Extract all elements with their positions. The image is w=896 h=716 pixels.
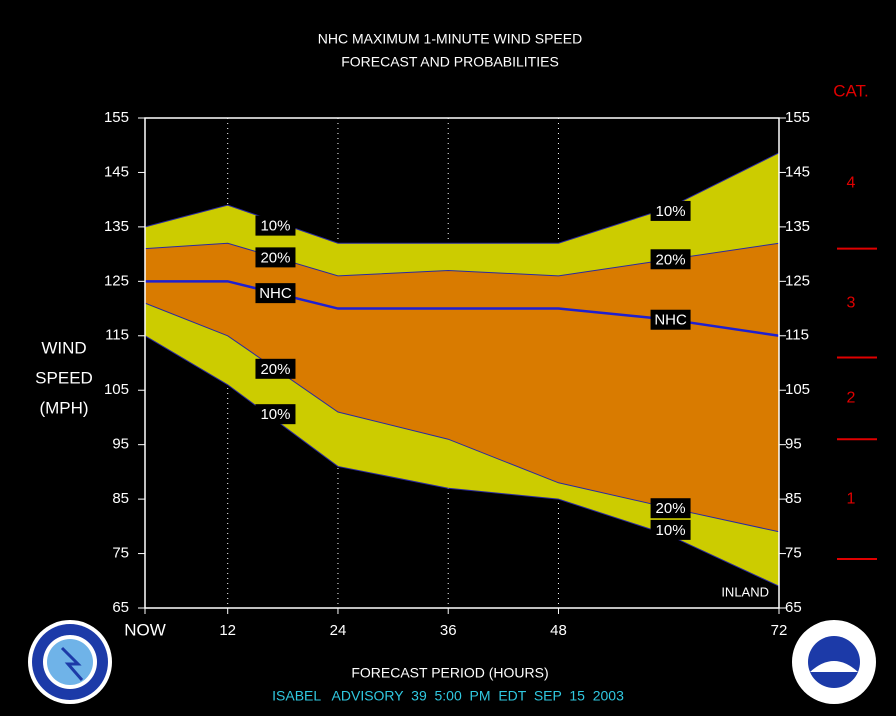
chart-title: NHC MAXIMUM 1-MINUTE WIND SPEED: [318, 31, 582, 47]
y-tick-label: 125: [104, 272, 129, 289]
series-label: NHC: [650, 309, 691, 330]
y-axis-label: SPEED: [35, 368, 93, 387]
x-tick-label: 12: [219, 622, 236, 639]
x-tick-label: 72: [771, 622, 788, 639]
y2-tick-label: 125: [785, 272, 810, 289]
series-label: 10%: [255, 215, 296, 236]
series-label-text: 20%: [656, 500, 686, 517]
series-label-text: 10%: [656, 203, 686, 220]
series-label-text: 20%: [260, 249, 290, 266]
y2-tick-label: 115: [785, 327, 809, 344]
label-box: [650, 309, 691, 330]
series-label-text: 10%: [260, 218, 290, 235]
series-label: 20%: [255, 247, 296, 268]
noaa-logo: [792, 620, 876, 704]
y-tick-label: 145: [104, 163, 129, 180]
label-box: [650, 498, 691, 519]
y2-tick-label: 65: [785, 599, 802, 616]
annotation: INLAND: [721, 584, 769, 599]
x-tick-label: NOW: [124, 620, 166, 639]
category-title: CAT.: [833, 81, 869, 100]
label-box: [255, 404, 296, 425]
y-tick-label: 115: [105, 327, 129, 344]
series-label: 20%: [650, 498, 691, 519]
series-label: 10%: [255, 404, 296, 425]
series-label: 20%: [650, 249, 691, 270]
y-tick-label: 95: [112, 436, 129, 453]
category-label: 1: [847, 490, 856, 507]
y-tick-label: 65: [112, 599, 129, 616]
label-box: [255, 247, 296, 268]
label-box: [255, 283, 296, 304]
series-label-text: 20%: [656, 251, 686, 268]
series-label-text: 10%: [260, 406, 290, 423]
label-box: [650, 200, 691, 221]
y2-tick-label: 75: [785, 545, 802, 562]
chart-subtitle: FORECAST AND PROBABILITIES: [341, 54, 559, 70]
series-label-text: 10%: [656, 522, 686, 539]
nws-logo: [28, 620, 112, 704]
category-label: 2: [847, 390, 856, 407]
y-axis-label: WIND: [41, 338, 86, 357]
x-tick-label: 48: [550, 622, 567, 639]
y-tick-label: 85: [112, 490, 129, 507]
y-tick-label: 105: [104, 381, 129, 398]
category-label: 3: [847, 294, 856, 311]
label-box: [255, 215, 296, 236]
y-axis-label: (MPH): [39, 398, 88, 417]
y2-tick-label: 95: [785, 436, 802, 453]
x-tick-label: 24: [330, 622, 347, 639]
y2-tick-label: 155: [785, 109, 810, 126]
footer: ISABEL ADVISORY 39 5:00 PM EDT SEP 15 20…: [272, 688, 624, 704]
y2-tick-label: 145: [785, 163, 810, 180]
plot-frame: [144, 117, 780, 609]
x-tick-label: 36: [440, 622, 457, 639]
x-axis-label: FORECAST PERIOD (HOURS): [351, 665, 548, 681]
y2-tick-label: 135: [785, 218, 810, 235]
label-box: [255, 358, 296, 379]
series-label-text: NHC: [654, 312, 687, 329]
category-label: 4: [847, 175, 856, 192]
y-tick-label: 155: [104, 109, 129, 126]
series-label: NHC: [255, 283, 296, 304]
y2-tick-label: 85: [785, 490, 802, 507]
series-label: 20%: [255, 358, 296, 379]
label-box: [650, 249, 691, 270]
label-box: [650, 519, 691, 540]
y-tick-label: 75: [112, 545, 129, 562]
y2-tick-label: 105: [785, 381, 810, 398]
y-tick-label: 135: [104, 218, 129, 235]
series-label-text: 20%: [260, 361, 290, 378]
series-label: 10%: [650, 519, 691, 540]
series-label: 10%: [650, 200, 691, 221]
series-label-text: NHC: [259, 285, 292, 302]
